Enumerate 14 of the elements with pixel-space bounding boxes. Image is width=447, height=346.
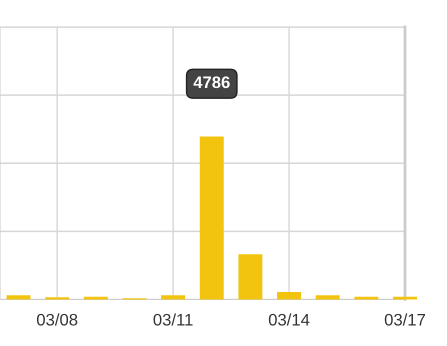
bar (6, 295, 30, 300)
bar (277, 292, 302, 300)
bar (84, 296, 108, 300)
x-tick-label: 03/11 (154, 313, 193, 326)
bar (161, 295, 186, 300)
bar (200, 136, 224, 300)
bar (316, 295, 340, 300)
bar (393, 296, 417, 300)
x-tick-label: 03/14 (268, 313, 310, 326)
x-tick-label: 03/08 (36, 313, 78, 326)
bar (354, 296, 378, 300)
data-label: 4786 (193, 76, 230, 88)
bar (238, 254, 262, 300)
x-tick-label: 03/17 (384, 313, 426, 326)
